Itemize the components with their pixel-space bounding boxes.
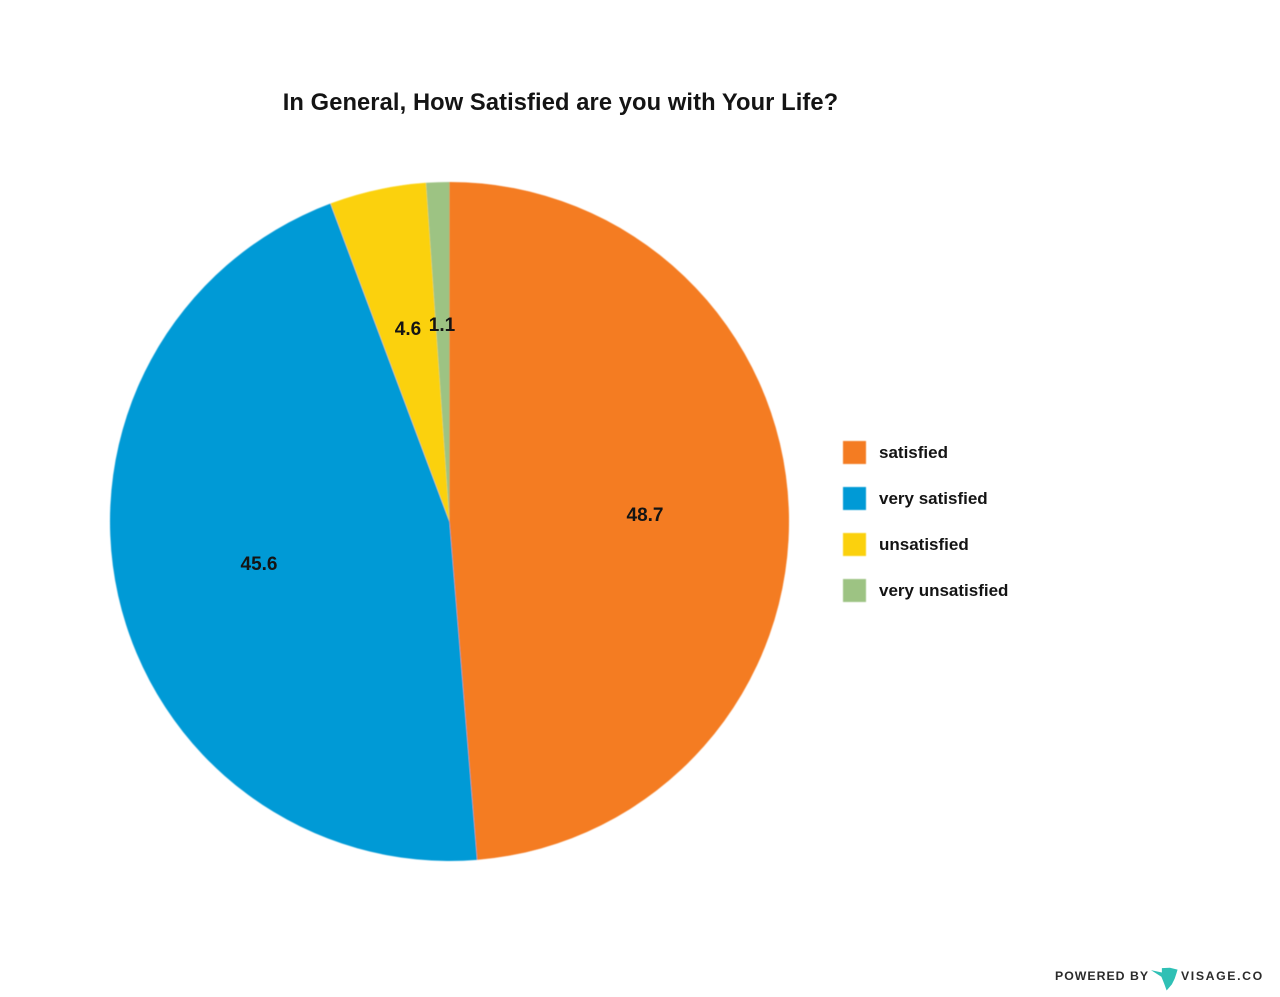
svg-text:unsatisfied: unsatisfied xyxy=(879,535,969,554)
svg-text:48.7: 48.7 xyxy=(627,505,664,526)
svg-text:1.1: 1.1 xyxy=(429,315,456,336)
svg-text:POWERED BY: POWERED BY xyxy=(1055,969,1149,983)
svg-text:very unsatisfied: very unsatisfied xyxy=(879,581,1008,600)
svg-text:4.6: 4.6 xyxy=(395,319,421,340)
svg-text:satisfied: satisfied xyxy=(879,443,948,462)
svg-text:45.6: 45.6 xyxy=(241,554,278,575)
svg-text:VISAGE.CO: VISAGE.CO xyxy=(1181,969,1264,983)
svg-text:very satisfied: very satisfied xyxy=(879,489,988,508)
